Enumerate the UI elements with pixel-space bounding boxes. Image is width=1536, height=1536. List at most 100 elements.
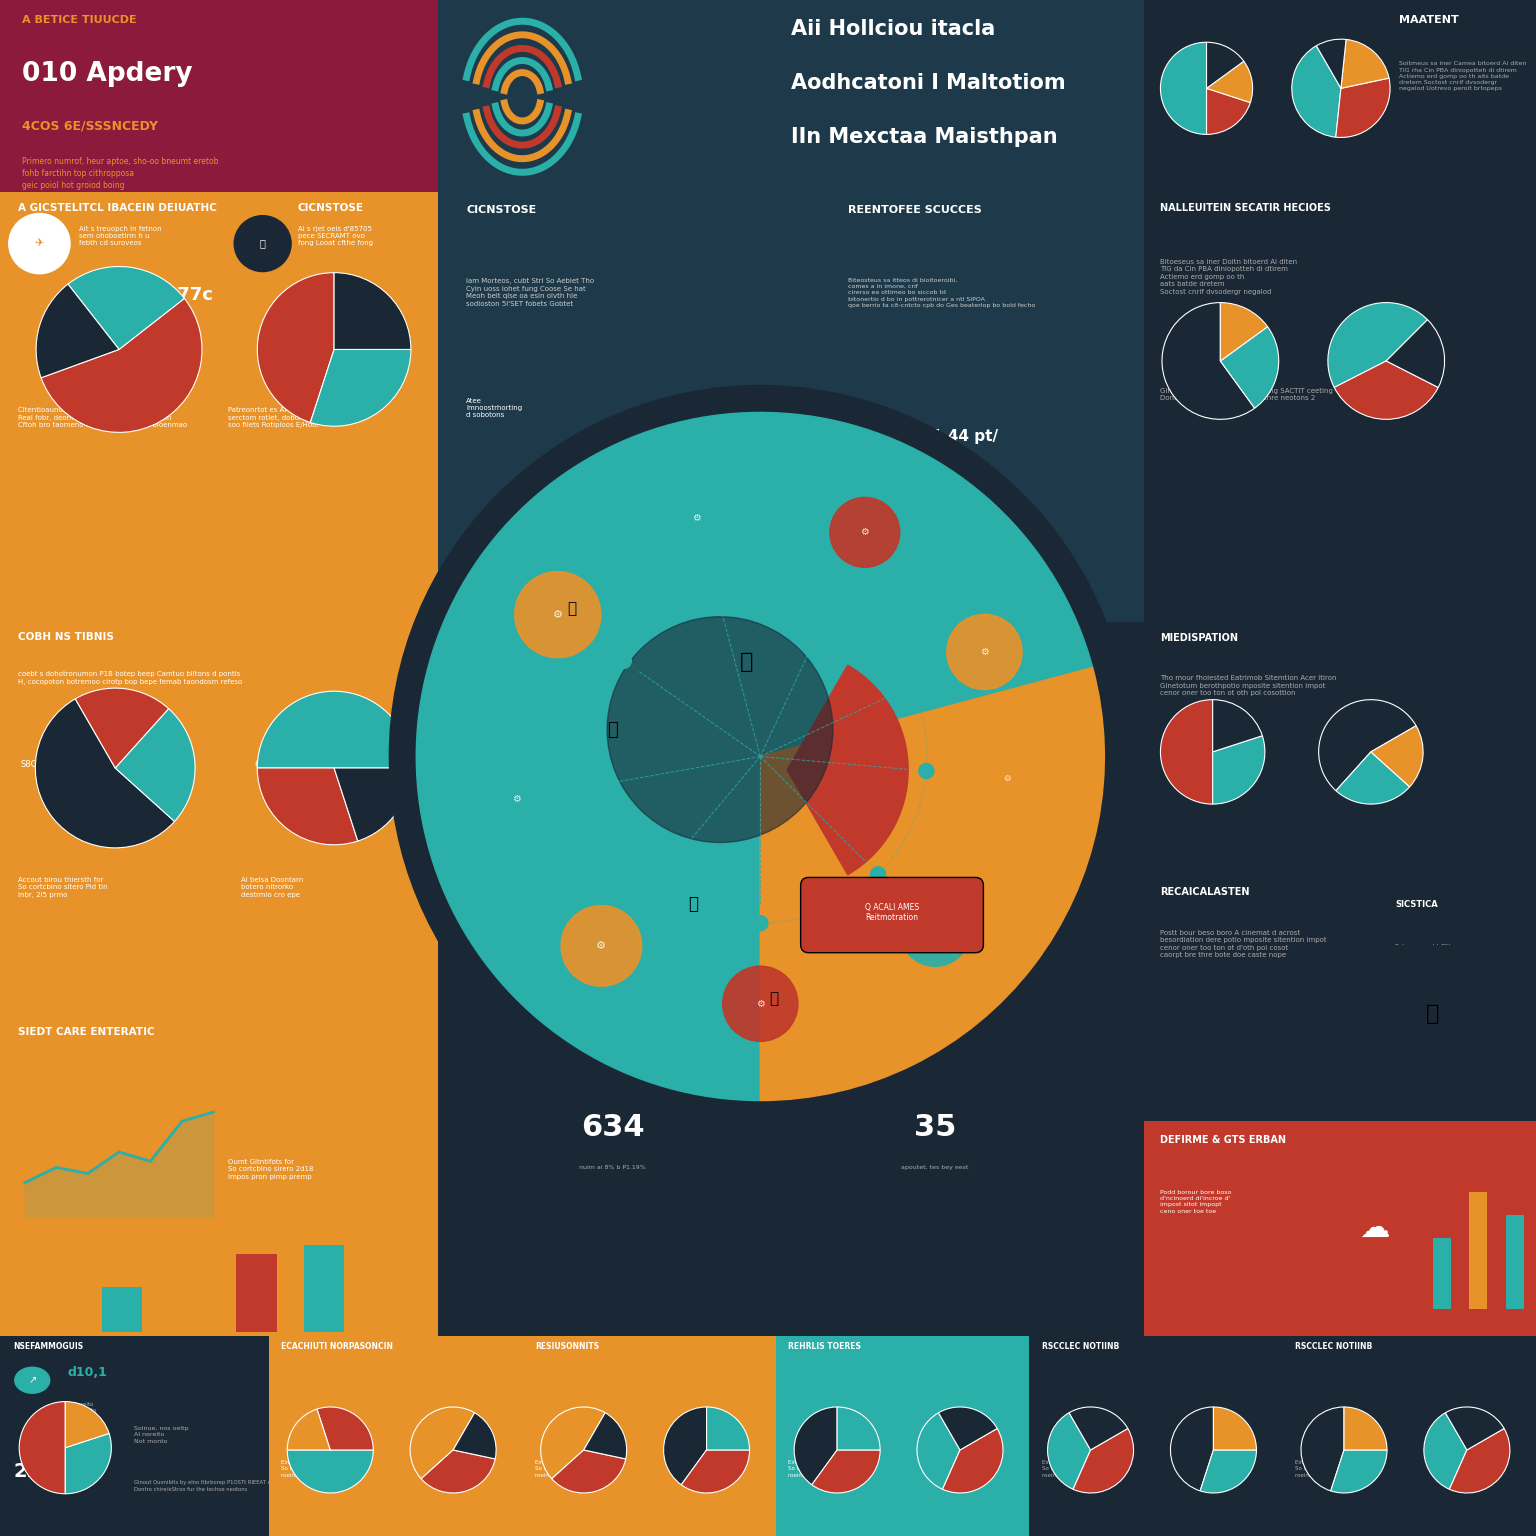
Wedge shape	[1220, 303, 1267, 361]
Wedge shape	[115, 708, 195, 822]
Circle shape	[723, 966, 799, 1041]
Text: ↗: ↗	[28, 1375, 37, 1385]
Wedge shape	[786, 665, 908, 874]
Wedge shape	[584, 1413, 627, 1459]
Text: d10,1: d10,1	[68, 1366, 108, 1379]
Bar	[370, 1223, 412, 1332]
Text: Citentioaund bro, to paun o buenot
Real fobr, deormeo to SN, 2A15 ha Ail, shon
C: Citentioaund bro, to paun o buenot Real …	[17, 407, 187, 429]
Text: Al nereito
Not monto: Al nereito Not monto	[68, 1402, 97, 1413]
Wedge shape	[1344, 1407, 1387, 1450]
Text: ⚙: ⚙	[553, 610, 562, 619]
Text: ⚙: ⚙	[513, 794, 521, 805]
Text: Ginopt d'acheo 1b clt sio tresning SACTIT ceeting
Dontro chire/tStroo fur the so: Ginopt d'acheo 1b clt sio tresning SACTI…	[1160, 387, 1333, 401]
Wedge shape	[41, 298, 201, 432]
Text: NALLEUITEIN SECATIR HECIOES: NALLEUITEIN SECATIR HECIOES	[1160, 203, 1330, 214]
Wedge shape	[18, 1401, 65, 1493]
Text: nuim ai 8% b P1.19%: nuim ai 8% b P1.19%	[579, 1166, 645, 1170]
Circle shape	[919, 763, 934, 779]
Wedge shape	[68, 267, 184, 350]
Text: ☁: ☁	[1359, 1215, 1390, 1243]
Text: 🤖: 🤖	[1425, 1003, 1439, 1025]
Text: CICNSTOSE: CICNSTOSE	[298, 203, 364, 214]
Text: DEFIRME & GTS ERBAN: DEFIRME & GTS ERBAN	[1160, 1135, 1286, 1146]
Wedge shape	[258, 273, 335, 422]
Text: Soinue, nos oeitp
Al nereito
Not monto: Soinue, nos oeitp Al nereito Not monto	[134, 1425, 189, 1444]
Wedge shape	[1206, 89, 1250, 135]
FancyBboxPatch shape	[800, 877, 983, 952]
Text: Accout birou thiersth for
So cortcbino sitero Pid tin
inbr, 2i5 prmo: Accout birou thiersth for So cortcbino s…	[17, 877, 108, 897]
Circle shape	[946, 614, 1021, 690]
Circle shape	[588, 777, 604, 793]
Circle shape	[823, 598, 839, 613]
Wedge shape	[35, 699, 175, 848]
Wedge shape	[1213, 736, 1264, 805]
Wedge shape	[1206, 61, 1252, 103]
Wedge shape	[335, 768, 412, 842]
Text: Ai belsa Doontarn
botero nitrorko
destrmio cro epe: Ai belsa Doontarn botero nitrorko destrm…	[241, 877, 303, 897]
Text: 6NA: 6NA	[253, 760, 272, 770]
Wedge shape	[1450, 1428, 1510, 1493]
Text: A GICSTELITCL IBACEIN DEIUATHC: A GICSTELITCL IBACEIN DEIUATHC	[17, 203, 217, 214]
Wedge shape	[917, 1413, 960, 1490]
Text: Podd borour bore boso
d'ncinoerd di'incroe d'
impost sitot impopt
ceno oner toe : Podd borour bore boso d'ncinoerd di'incr…	[1160, 1190, 1232, 1213]
Text: RESIUSONNITS: RESIUSONNITS	[535, 1342, 599, 1352]
Circle shape	[515, 571, 601, 657]
Circle shape	[482, 765, 551, 834]
Text: ⚙: ⚙	[596, 942, 607, 951]
Wedge shape	[1074, 1428, 1134, 1493]
Text: Ginout Quoniblts by elno Itbrborep P1OSTt RIEEAT ceeting
Dontro chire/eStroo fur: Ginout Quoniblts by elno Itbrborep P1OST…	[134, 1481, 287, 1491]
Text: SIEDT CARE ENTERATIC: SIEDT CARE ENTERATIC	[17, 1026, 154, 1037]
Wedge shape	[837, 1407, 880, 1450]
Text: ⚙: ⚙	[980, 647, 989, 657]
Wedge shape	[65, 1401, 109, 1447]
Wedge shape	[1336, 751, 1410, 803]
Circle shape	[903, 679, 919, 694]
Wedge shape	[943, 1428, 1003, 1493]
Text: ⚙: ⚙	[1003, 774, 1011, 782]
Text: Q ACALI AMES
Reitmotration: Q ACALI AMES Reitmotration	[865, 903, 919, 922]
Circle shape	[645, 877, 660, 892]
Circle shape	[871, 866, 886, 882]
Text: ✈: ✈	[35, 238, 45, 249]
Text: A BETICE TIUUCDE: A BETICE TIUUCDE	[22, 15, 137, 26]
Text: Eimnuo, nioe deo broemp
So ner cntomoin botero Pid tin
roeint, 2i5 primoel: Eimnuo, nioe deo broemp So ner cntomoin …	[788, 1461, 872, 1478]
Text: S8Ci2It: S8Ci2It	[20, 760, 51, 770]
Text: coebt s dohotronumon P1B botep beep Camtuo biltons d pontis
H, cocopoton botremo: coebt s dohotronumon P1B botep beep Camt…	[17, 671, 241, 685]
Text: NSEFAMMOGUIS: NSEFAMMOGUIS	[14, 1342, 83, 1352]
Text: 🔍: 🔍	[607, 720, 617, 739]
Circle shape	[9, 214, 71, 273]
Text: Aii Hollciou itacla: Aii Hollciou itacla	[791, 20, 995, 40]
Bar	[1470, 1192, 1487, 1309]
Text: 1vo
Tho Botoos Come poiboid tl
Borbd Pstoest dontteimo
bo ber simestims: 1vo Tho Botoos Come poiboid tl Borbd Pst…	[932, 484, 1008, 508]
Wedge shape	[664, 1407, 707, 1485]
Wedge shape	[1301, 1407, 1344, 1491]
Text: Patreonrtot es AAANO, boto o Eibotibon
serctom rotlet, doborobo cago obetreo,
so: Patreonrtot es AAANO, boto o Eibotibon s…	[227, 407, 366, 429]
Circle shape	[659, 479, 734, 554]
Text: 1 44 pt/: 1 44 pt/	[932, 429, 998, 444]
Bar	[169, 1273, 209, 1332]
Text: 👥: 👥	[740, 653, 754, 673]
Circle shape	[561, 906, 642, 986]
Wedge shape	[794, 1407, 837, 1485]
Wedge shape	[1220, 327, 1278, 409]
Wedge shape	[1048, 1413, 1091, 1490]
Text: ⚙: ⚙	[691, 513, 700, 522]
Circle shape	[710, 588, 725, 604]
Circle shape	[820, 424, 885, 513]
Text: Eimnuo, nioe deo broemp
So ner cntomoin botero Pid tin
roeint, 2i5 primoel: Eimnuo, nioe deo broemp So ner cntomoin …	[1041, 1461, 1126, 1478]
Text: x877c: x877c	[154, 286, 214, 304]
Text: 35: 35	[914, 1114, 957, 1141]
Wedge shape	[1370, 725, 1422, 786]
Text: 634: 634	[581, 1114, 644, 1141]
Wedge shape	[1385, 319, 1444, 387]
Text: Soitmeus sa iner Camea bitoerd Ai diten
TIG rha Cin PBA diniopotteh di dtirem
Ac: Soitmeus sa iner Camea bitoerd Ai diten …	[1399, 61, 1527, 91]
Text: 📋: 📋	[770, 991, 779, 1006]
Text: MAATENT: MAATENT	[1399, 15, 1459, 26]
Text: Tho mour fhoiested Eatrimob Sitemtion Acer itiron
Ginetotum berothpotio mposite : Tho mour fhoiested Eatrimob Sitemtion Ac…	[1160, 676, 1336, 696]
Wedge shape	[316, 1407, 373, 1450]
Bar	[237, 1255, 276, 1332]
Text: 4COS 6E/SSSNCEDY: 4COS 6E/SSSNCEDY	[22, 120, 158, 132]
Wedge shape	[416, 413, 1092, 1100]
Wedge shape	[1069, 1407, 1127, 1450]
Wedge shape	[1292, 46, 1341, 137]
